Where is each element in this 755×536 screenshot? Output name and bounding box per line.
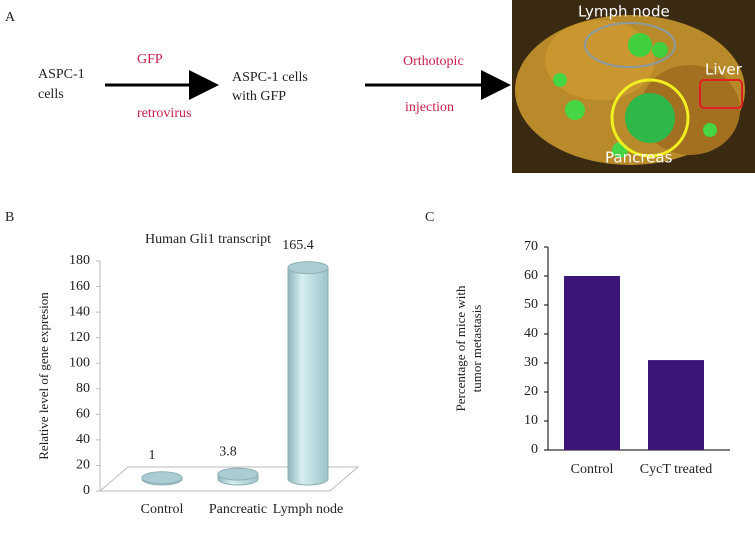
arrow-label: GFP bbox=[137, 52, 163, 67]
bar bbox=[287, 267, 329, 486]
x-tick-label: Control bbox=[141, 502, 184, 517]
source-text: ASPC-1 bbox=[38, 67, 85, 82]
image-label: Liver bbox=[705, 61, 743, 79]
y-axis-label: tumor metastasis bbox=[469, 305, 484, 393]
panel-label: A bbox=[5, 10, 16, 25]
y-tick-label: 60 bbox=[76, 407, 90, 422]
y-tick-label: 0 bbox=[83, 483, 90, 498]
data-label: 3.8 bbox=[219, 444, 237, 459]
x-tick-label: Control bbox=[571, 462, 614, 477]
y-tick-label: 160 bbox=[69, 279, 90, 294]
y-tick-label: 180 bbox=[69, 253, 90, 268]
y-tick-label: 40 bbox=[524, 326, 538, 341]
bar bbox=[648, 360, 704, 450]
y-tick-label: 50 bbox=[524, 297, 538, 312]
y-tick-label: 80 bbox=[76, 381, 90, 396]
arrow-label: injection bbox=[405, 100, 454, 115]
middle-text: with GFP bbox=[232, 89, 286, 104]
panel-label: C bbox=[425, 210, 434, 225]
middle-text: ASPC-1 cells bbox=[232, 70, 308, 85]
y-tick-label: 120 bbox=[69, 330, 90, 345]
y-tick-label: 20 bbox=[76, 458, 90, 473]
bar-top bbox=[141, 471, 183, 485]
bar bbox=[564, 276, 620, 450]
chart-title: Human Gli1 transcript bbox=[145, 232, 271, 247]
bar-top bbox=[217, 467, 259, 481]
image-label: Lymph node bbox=[578, 3, 670, 21]
y-tick-label: 70 bbox=[524, 239, 538, 254]
mouse-image: Lymph node Liver Pancreas bbox=[512, 0, 755, 173]
y-tick-label: 0 bbox=[531, 442, 538, 457]
y-tick-label: 10 bbox=[524, 413, 538, 428]
image-label: Pancreas bbox=[605, 149, 673, 167]
panel-label: B bbox=[5, 210, 14, 225]
data-label: 1 bbox=[149, 448, 156, 463]
y-tick-label: 100 bbox=[69, 355, 90, 370]
y-tick-label: 30 bbox=[524, 355, 538, 370]
y-tick-label: 20 bbox=[524, 384, 538, 399]
data-label: 165.4 bbox=[282, 238, 314, 253]
x-tick-label: Pancreatic bbox=[209, 502, 267, 517]
y-axis-label: Relative level of gene expresion bbox=[36, 292, 51, 460]
x-tick-label: CycT treated bbox=[640, 462, 712, 477]
y-tick-label: 40 bbox=[76, 432, 90, 447]
source-text: cells bbox=[38, 87, 64, 102]
y-tick-label: 60 bbox=[524, 268, 538, 283]
bar-top bbox=[287, 261, 329, 275]
y-axis-label: Percentage of mice with bbox=[453, 285, 468, 411]
y-tick-label: 140 bbox=[69, 304, 90, 319]
arrow-label: Orthotopic bbox=[403, 54, 464, 69]
x-tick-label: Lymph node bbox=[273, 502, 343, 517]
arrow-label: retrovirus bbox=[137, 106, 191, 121]
